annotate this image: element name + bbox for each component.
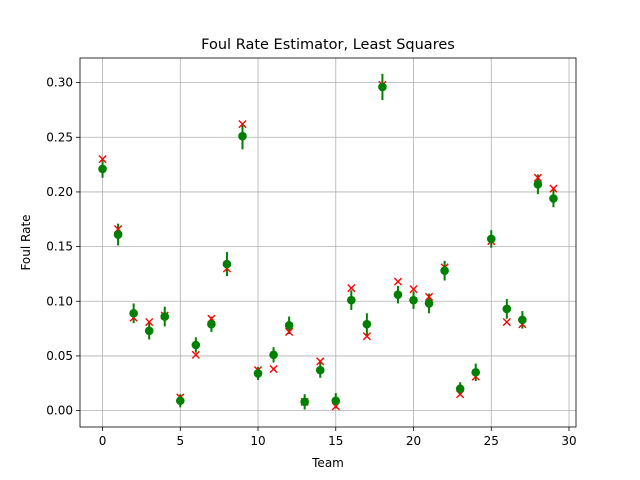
x-tick-label: 5 bbox=[176, 434, 184, 448]
estimate-point bbox=[549, 194, 558, 203]
estimate-point bbox=[191, 340, 201, 350]
y-tick-label: 0.10 bbox=[46, 294, 73, 308]
estimate-point bbox=[175, 396, 185, 406]
observed-x-marker bbox=[269, 364, 278, 374]
estimate-point bbox=[253, 369, 263, 378]
estimate-point bbox=[347, 295, 356, 305]
estimate-point bbox=[486, 234, 496, 244]
estimate-point bbox=[300, 397, 309, 407]
estimate-point bbox=[207, 319, 216, 329]
observed-x-marker bbox=[502, 317, 511, 327]
error-bars bbox=[101, 73, 555, 410]
observed-x-marker bbox=[409, 285, 418, 294]
estimate-point bbox=[238, 131, 247, 141]
estimate-point bbox=[440, 266, 449, 275]
y-tick-label: 0.20 bbox=[46, 185, 73, 199]
estimate-point bbox=[129, 308, 138, 318]
estimate-point bbox=[144, 326, 154, 336]
estimate-point bbox=[424, 299, 434, 308]
observed-x-marker bbox=[424, 292, 434, 301]
estimate-point bbox=[315, 365, 325, 375]
observed-x-marker bbox=[533, 173, 543, 182]
observed-x-marker bbox=[191, 350, 200, 359]
observed-x-marker bbox=[98, 155, 107, 164]
observed-x-marker bbox=[362, 332, 371, 341]
y-tick-label: 0.30 bbox=[46, 76, 73, 90]
x-tick-label: 20 bbox=[406, 434, 421, 448]
y-ticks: 0.00 0.05 0.10 0.15 0.20 0.25 0.30 bbox=[46, 76, 80, 418]
x-tick-label: 10 bbox=[250, 434, 265, 448]
estimate-point bbox=[113, 230, 123, 239]
observed-x-marker bbox=[549, 184, 558, 193]
x-tick-label: 25 bbox=[484, 434, 499, 448]
estimate-point bbox=[331, 396, 341, 406]
chart-title: Foul Rate Estimator, Least Squares bbox=[201, 37, 455, 53]
observed-x-marker bbox=[347, 284, 356, 293]
grid bbox=[80, 58, 576, 427]
plot-frame bbox=[79, 57, 577, 428]
x-tick-label: 0 bbox=[99, 434, 107, 448]
estimate-point bbox=[98, 164, 107, 174]
observed-x-marker bbox=[145, 317, 154, 327]
estimate-point bbox=[518, 315, 527, 325]
estimate-point bbox=[378, 82, 387, 92]
estimate-point bbox=[269, 350, 278, 360]
estimate-point bbox=[409, 295, 418, 305]
y-tick-label: 0.00 bbox=[46, 404, 73, 418]
estimate-point bbox=[533, 179, 543, 189]
estimate-point bbox=[284, 321, 294, 330]
x-axis-label: Team bbox=[311, 456, 344, 470]
observed-x-marker bbox=[316, 357, 325, 366]
observed-x-marker bbox=[393, 277, 403, 286]
estimate-point bbox=[455, 384, 465, 394]
estimate-point bbox=[502, 304, 512, 314]
y-tick-label: 0.25 bbox=[46, 130, 73, 144]
y-tick-label: 0.05 bbox=[46, 349, 73, 363]
x-tick-label: 15 bbox=[328, 434, 343, 448]
estimate-markers bbox=[98, 82, 558, 407]
y-axis-label: Foul Rate bbox=[19, 214, 33, 270]
x-tick-label: 30 bbox=[561, 434, 576, 448]
observed-x-marker bbox=[238, 120, 247, 129]
estimate-point bbox=[362, 319, 372, 329]
observed-markers bbox=[98, 80, 558, 411]
y-tick-label: 0.15 bbox=[46, 240, 73, 254]
x-ticks: 0 5 10 15 20 25 30 bbox=[99, 427, 577, 448]
estimate-point bbox=[471, 368, 481, 377]
estimate-point bbox=[160, 312, 170, 321]
observed-x-marker bbox=[285, 327, 294, 336]
estimate-point bbox=[393, 290, 403, 300]
estimate-point bbox=[222, 259, 232, 269]
